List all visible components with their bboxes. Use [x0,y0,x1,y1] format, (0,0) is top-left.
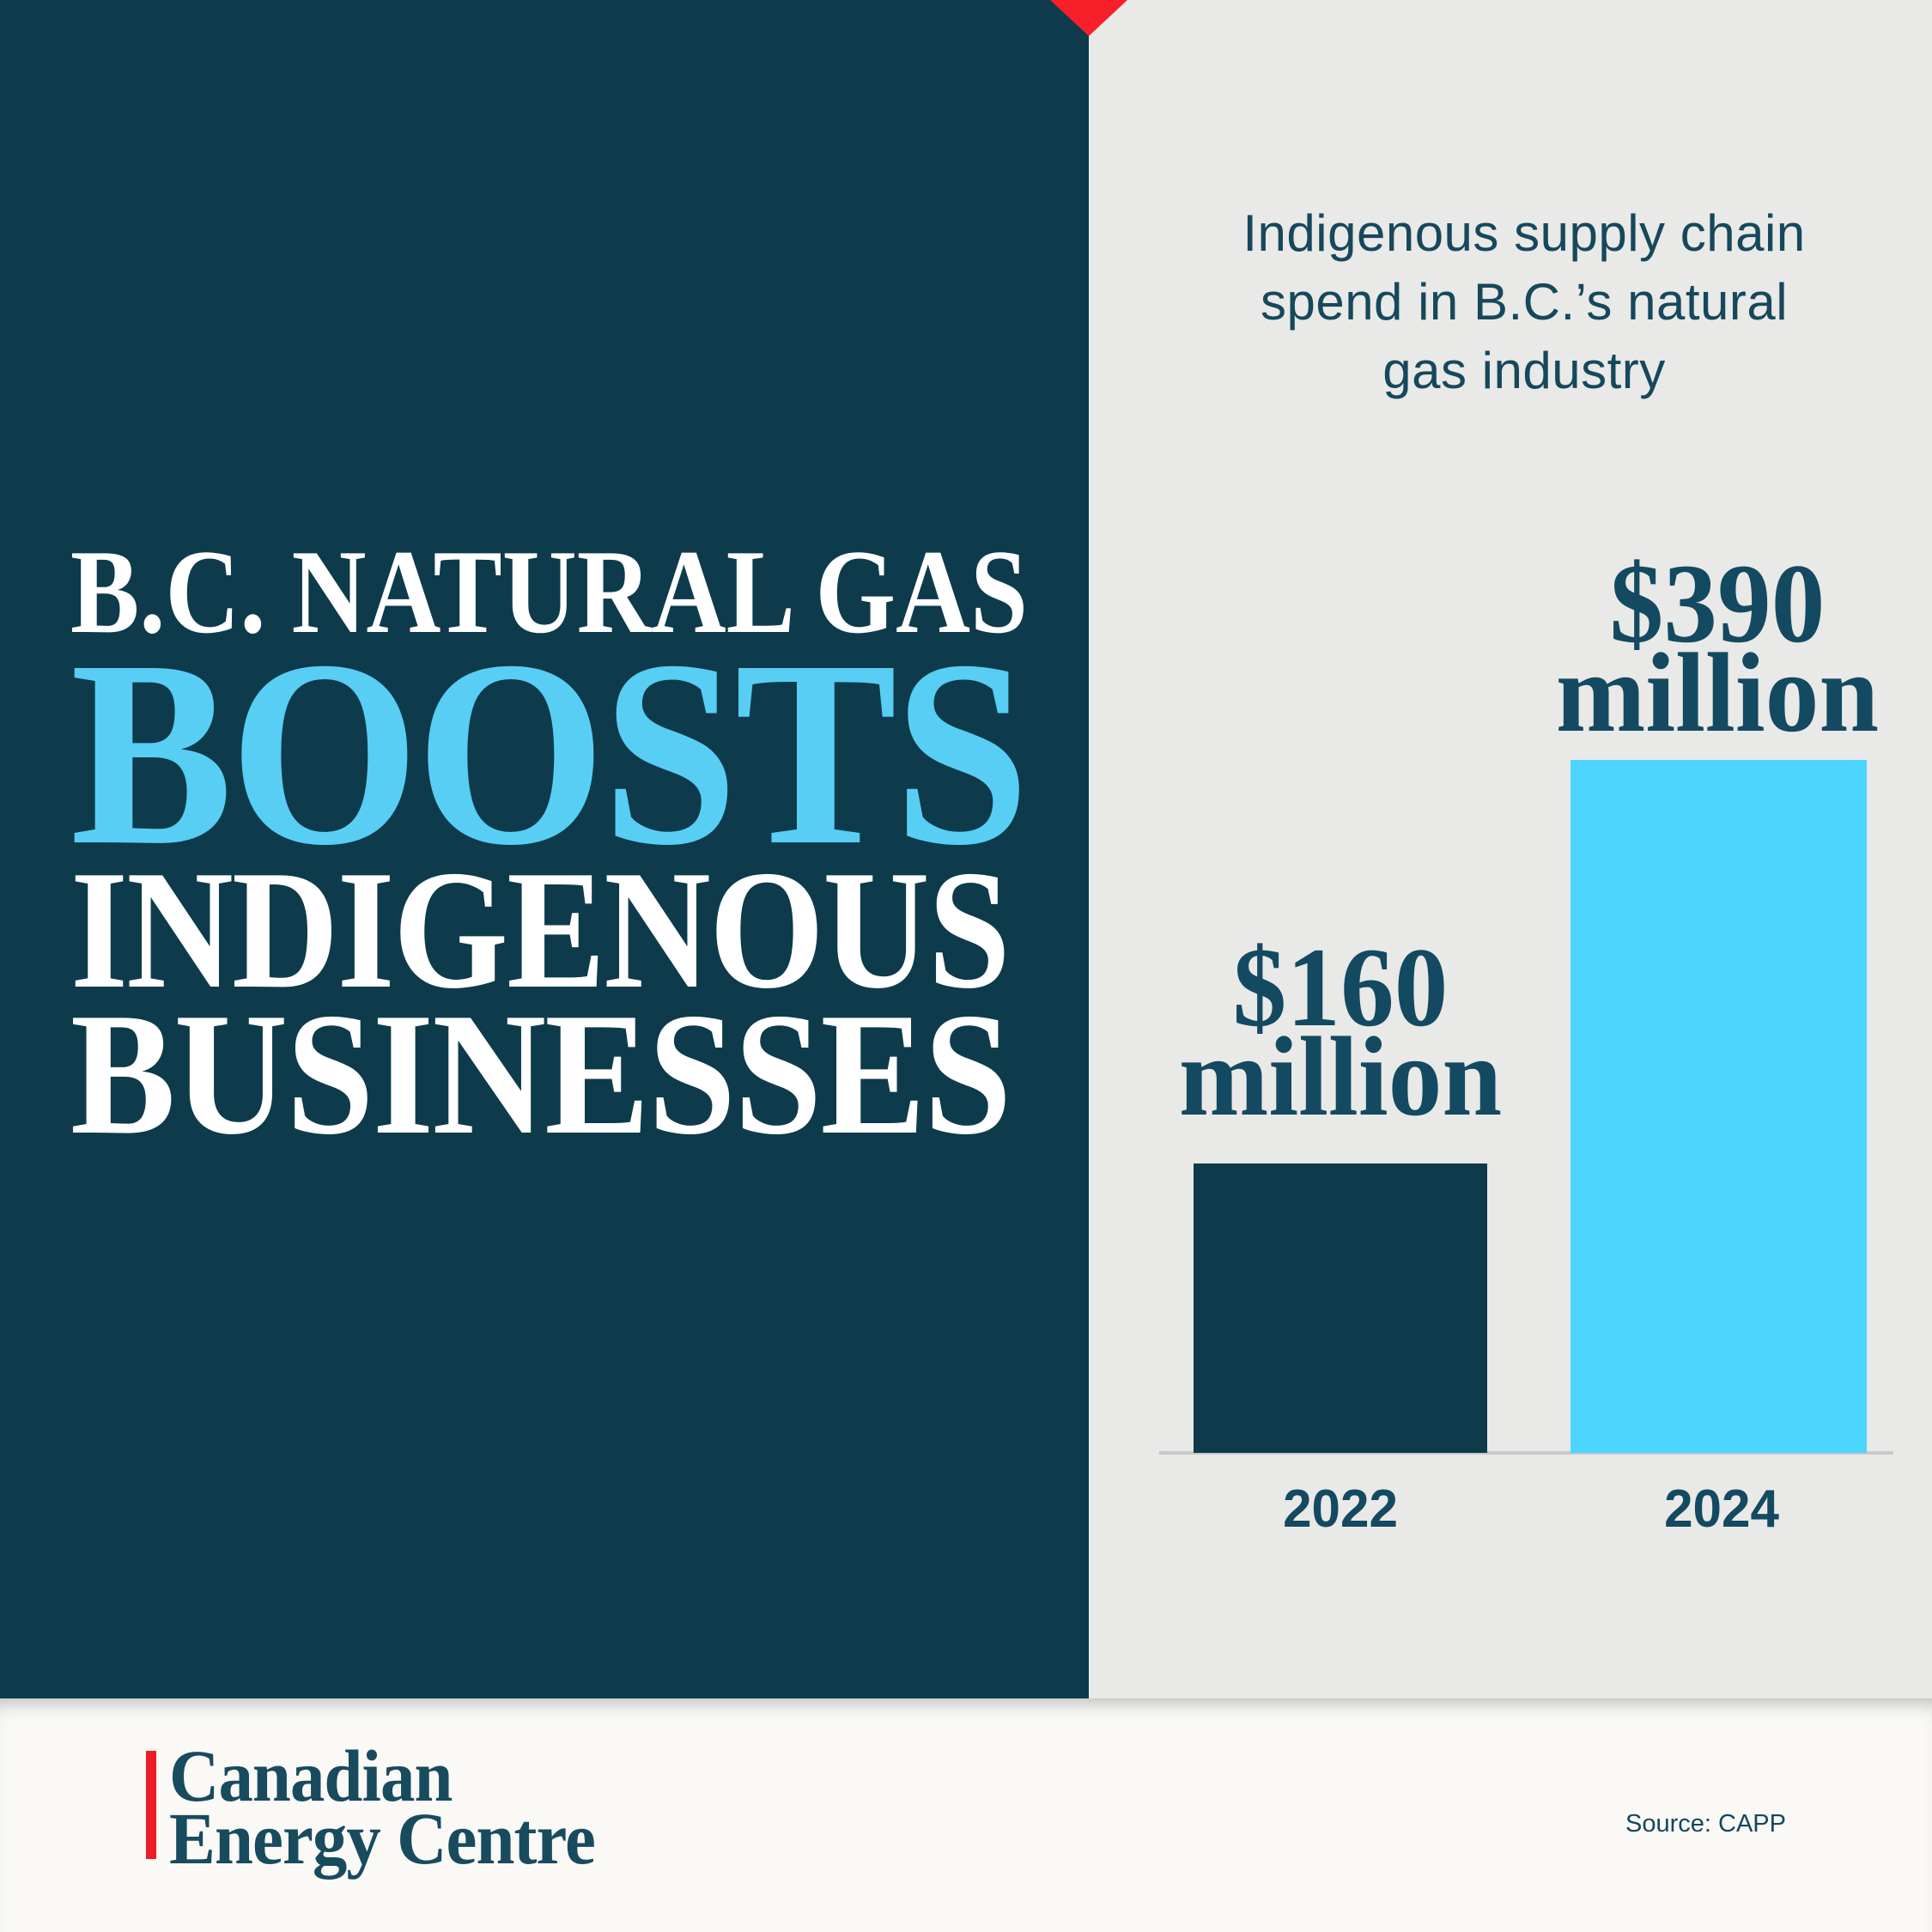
chart-title: Indigenous supply chain spend in B.C.’s … [1116,199,1932,405]
source-text: Source: CAPP [1625,1810,1786,1838]
cec-logo-line-1: Canadian [169,1735,453,1817]
bar-value-2024-amount: $390 [1609,540,1826,666]
red-accent-triangle [1050,0,1127,36]
chart-title-line-2: spend in B.C.’s natural [1260,273,1789,331]
bar-value-label-2022: $160 million [1177,924,1504,1139]
bar-value-2022-amount: $160 [1232,924,1449,1050]
bar-value-2024-unit: million [1555,629,1880,756]
bar-value-label-2024: $390 million [1554,540,1880,756]
bar-value-2022-unit: million [1178,1013,1503,1139]
headline-line-3: INDIGENOUS [70,835,1011,1024]
bar-2024 [1571,760,1867,1453]
chart-title-line-1: Indigenous supply chain [1242,204,1806,262]
logo-red-bar [146,1751,156,1859]
year-label-2022: 2022 [1283,1479,1398,1539]
headline-line-1: B.C. NATURAL GAS [70,526,1029,659]
chart-title-line-3: gas industry [1382,342,1666,399]
headline-line-4: BUSINESSES [70,977,1012,1171]
cec-logo-line-2: Energy Centre [169,1797,596,1880]
cec-logo: Canadian Energy Centre [169,1735,596,1880]
footer-strip [0,1698,1932,1932]
left-panel [0,0,1089,1698]
bar-2022 [1194,1163,1487,1453]
x-axis-line [1159,1451,1893,1455]
year-label-2024: 2024 [1664,1479,1779,1539]
headline-line-2: BOOSTS [70,606,1030,901]
